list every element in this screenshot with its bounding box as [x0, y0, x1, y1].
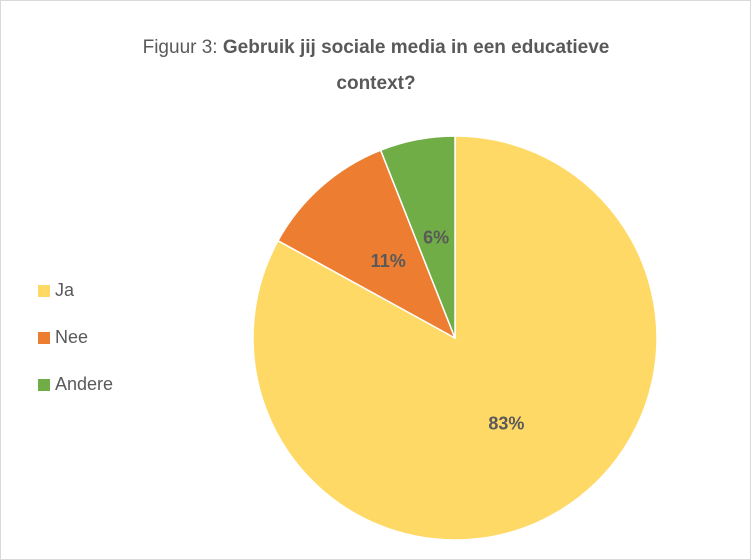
pie-slice — [276, 149, 457, 340]
data-label: 11% — [371, 251, 406, 271]
pie-slice — [379, 135, 456, 339]
legend-label: Nee — [55, 327, 88, 347]
data-label: 6% — [423, 228, 449, 248]
chart-title: Gebruik jij sociale media in een educati… — [222, 37, 610, 94]
legend-swatch — [38, 379, 50, 391]
legend-label: Andere — [55, 374, 113, 394]
legend-swatch — [38, 285, 50, 297]
data-label: 83% — [488, 414, 524, 434]
legend-label: Ja — [55, 280, 75, 300]
chart-title-block: Figuur 3: Gebruik jij sociale media in e… — [131, 30, 621, 102]
title-prefix: Figuur 3: — [142, 37, 218, 58]
legend-swatch — [38, 332, 50, 344]
